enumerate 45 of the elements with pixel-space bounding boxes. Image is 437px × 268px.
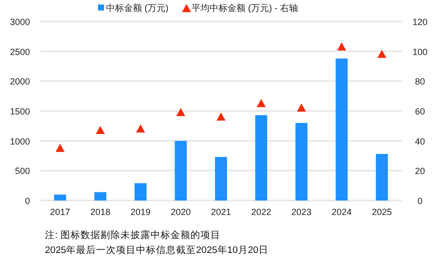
y2-tick-label: 20 — [414, 166, 426, 176]
y-tick-label: 1500 — [10, 106, 30, 116]
x-tick-label: 2025 — [372, 207, 392, 217]
point — [96, 126, 105, 134]
y2-tick-label: 0 — [417, 196, 423, 206]
point — [377, 50, 386, 58]
legend-label: 平均中标金额 (万元) - 右轴 — [192, 3, 298, 13]
bar — [336, 58, 348, 200]
bar — [94, 192, 106, 200]
y-tick-label: 2000 — [10, 76, 30, 87]
point — [56, 144, 65, 152]
x-tick-label: 2019 — [130, 207, 151, 217]
point — [136, 124, 146, 132]
x-tick-label: 2017 — [50, 207, 70, 217]
bar — [174, 140, 187, 200]
y-tick-label: 500 — [14, 166, 30, 176]
point — [296, 104, 306, 112]
point — [176, 108, 186, 116]
x-tick-label: 2024 — [332, 207, 352, 217]
y2-tick-label: 120 — [412, 17, 428, 27]
text: 2025年最后一次项目中标信息截至2025年10月20日 — [45, 244, 268, 256]
bar — [215, 156, 227, 200]
x-tick-label: 2023 — [291, 207, 312, 217]
y-tick-label: 0 — [24, 196, 30, 206]
y2-tick-label: 60 — [414, 106, 426, 116]
point — [337, 42, 346, 50]
bar — [54, 194, 66, 200]
bar — [255, 115, 268, 200]
y-tick-label: 1000 — [10, 136, 30, 146]
x-tick-label: 2020 — [170, 207, 191, 217]
y-tick-label: 2500 — [10, 46, 30, 57]
legend-label: 中标金额 (万元) — [106, 3, 168, 13]
bar — [134, 183, 147, 200]
y2-tick-label: 100 — [412, 46, 428, 57]
x-tick-label: 2021 — [210, 207, 232, 217]
x-tick-label: 2018 — [90, 207, 110, 217]
point — [256, 99, 266, 108]
x-tick-label: 2022 — [251, 207, 272, 217]
y2-tick-label: 80 — [414, 76, 426, 87]
bar — [376, 154, 388, 200]
bar — [295, 122, 308, 200]
y2-tick-label: 40 — [414, 136, 426, 146]
y-tick-label: 3000 — [10, 17, 30, 27]
point — [216, 112, 226, 121]
text: 注: 图标数据剔除未披露中标金额的项目 — [45, 229, 220, 241]
